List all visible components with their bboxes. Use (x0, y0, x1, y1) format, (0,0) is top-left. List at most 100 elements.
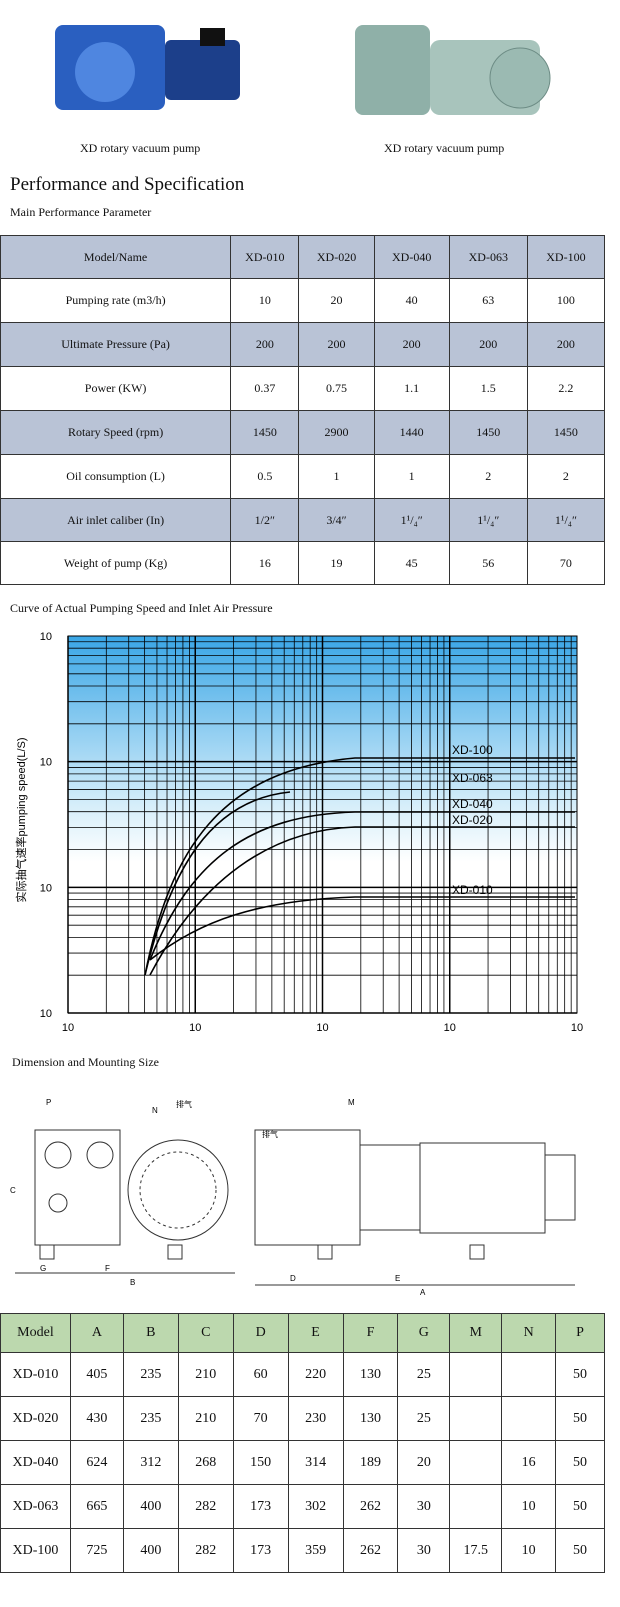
foot (39, 1244, 55, 1260)
table-row: Ultimate Pressure (Pa) 200 200 200 200 200 (0, 322, 606, 367)
table-cell: 173 (232, 1484, 289, 1529)
table-cell: G (397, 1313, 451, 1353)
table-cell: Rotary Speed (rpm) (0, 410, 232, 455)
caption: XD rotary vacuum pump (80, 141, 201, 155)
table-cell: 10 (501, 1484, 557, 1529)
dimension-table: Model A B C D E F G M N P XD-010 405 235 210 60 220 130 25… (0, 1313, 605, 1573)
port (44, 1141, 72, 1169)
table-cell: 50 (555, 1528, 605, 1573)
table-cell: 725 (69, 1528, 124, 1573)
pump-fan (489, 47, 551, 109)
dimension-drawing: P N 排气 C G F B M 排气 D E A (10, 1098, 576, 1297)
table-cell: 1.5 (448, 366, 528, 411)
table-cell: 1450 (230, 410, 300, 455)
curve (144, 791, 291, 976)
table-cell: 200 (230, 322, 300, 367)
table-cell: 430 (69, 1396, 124, 1441)
motor (165, 40, 240, 100)
x-tick-label: 10 (62, 1022, 74, 1034)
table-cell: XD-100 (0, 1528, 71, 1573)
table-cell: 189 (342, 1440, 399, 1485)
dimension-label: 排气 (176, 1099, 192, 1109)
dimension-label: D (290, 1274, 296, 1283)
table-cell: XD-100 (526, 235, 606, 279)
table-cell: XD-020 (298, 235, 375, 279)
y-tick-label: 10 (40, 1008, 52, 1020)
curve-label: XD-100 (452, 743, 493, 757)
table-cell: 302 (287, 1484, 344, 1529)
table-cell: 3/4″ (298, 498, 375, 542)
dimension-label: N (152, 1106, 158, 1115)
table-cell: 1¹/₄″ (448, 498, 528, 542)
table-cell: 624 (69, 1440, 124, 1485)
table-row: Pumping rate (m3/h) 10 20 40 63 100 (0, 278, 606, 323)
table-row: XD-040 624 312 268 150 314 189 20 16 50 (0, 1440, 605, 1485)
table-cell: 70 (232, 1396, 289, 1441)
table-cell: B (122, 1313, 179, 1353)
table-cell: 230 (287, 1396, 344, 1441)
table-cell: XD-063 (448, 235, 528, 279)
table-row: Rotary Speed (rpm) 1450 2900 1440 1450 1450 (0, 410, 606, 455)
curve-label: XD-040 (452, 797, 493, 811)
table-row: Model/Name XD-010 XD-020 XD-040 XD-063 XD-100 (0, 235, 606, 279)
performance-table: Model/Name XD-010 XD-020 XD-040 XD-063 XD-100… (0, 235, 606, 585)
section-title: Main Performance Parameter (10, 205, 152, 219)
table-cell: 25 (397, 1352, 451, 1397)
outline (34, 1129, 121, 1246)
table-cell: P (555, 1313, 605, 1353)
table-cell: A (69, 1313, 124, 1353)
table-cell (449, 1352, 503, 1397)
table-cell: 400 (122, 1484, 179, 1529)
table-cell: 50 (555, 1440, 605, 1485)
section-title: Dimension and Mounting Size (12, 1055, 159, 1069)
table-cell: XD-010 (0, 1352, 71, 1397)
curve (144, 757, 575, 976)
foot (167, 1244, 183, 1260)
table-cell: 1 (298, 454, 375, 499)
table-cell (501, 1352, 557, 1397)
pump-fan (75, 42, 135, 102)
table-cell: XD-040 (0, 1440, 71, 1485)
table-cell: Model/Name (0, 235, 232, 279)
table-cell: 1450 (526, 410, 606, 455)
table-cell: 665 (69, 1484, 124, 1529)
table-cell: Oil consumption (L) (0, 454, 232, 499)
curve-label: XD-020 (452, 813, 493, 827)
table-cell: 235 (122, 1352, 179, 1397)
foot (469, 1244, 485, 1260)
dimension-label: A (420, 1288, 426, 1297)
table-cell: 2900 (298, 410, 375, 455)
table-cell: 220 (287, 1352, 344, 1397)
table-cell: 1¹/₄″ (526, 498, 606, 542)
x-tick-label: 10 (444, 1022, 456, 1034)
table-row: XD-020 430 235 210 70 230 130 25 50 (0, 1396, 605, 1441)
table-cell: 40 (373, 278, 450, 323)
table-cell (449, 1440, 503, 1485)
table-cell: 314 (287, 1440, 344, 1485)
table-cell: 200 (526, 322, 606, 367)
table-cell: 200 (373, 322, 450, 367)
table-cell: 30 (397, 1484, 451, 1529)
table-cell: 312 (122, 1440, 179, 1485)
table-cell: 50 (555, 1396, 605, 1441)
dimension-label: M (348, 1098, 355, 1107)
caption: XD rotary vacuum pump (384, 141, 505, 155)
x-tick-label: 10 (571, 1022, 583, 1034)
dimension-label: P (46, 1098, 51, 1107)
table-cell: 45 (373, 541, 450, 585)
curve-label: XD-063 (452, 771, 493, 785)
curve (149, 896, 575, 961)
dimension-label: C (10, 1186, 16, 1195)
table-cell: Air inlet caliber (In) (0, 498, 232, 542)
table-cell: 405 (69, 1352, 124, 1397)
table-cell: 2.2 (526, 366, 606, 411)
table-cell: 1/2″ (230, 498, 300, 542)
dimension-label: G (40, 1264, 46, 1273)
table-cell: 200 (448, 322, 528, 367)
table-row: Oil consumption (L) 0.5 1 1 2 2 (0, 454, 606, 499)
table-cell: 1 (373, 454, 450, 499)
fan-grid (139, 1151, 217, 1229)
table-cell: XD-010 (230, 235, 300, 279)
dimension-label: F (105, 1264, 110, 1273)
